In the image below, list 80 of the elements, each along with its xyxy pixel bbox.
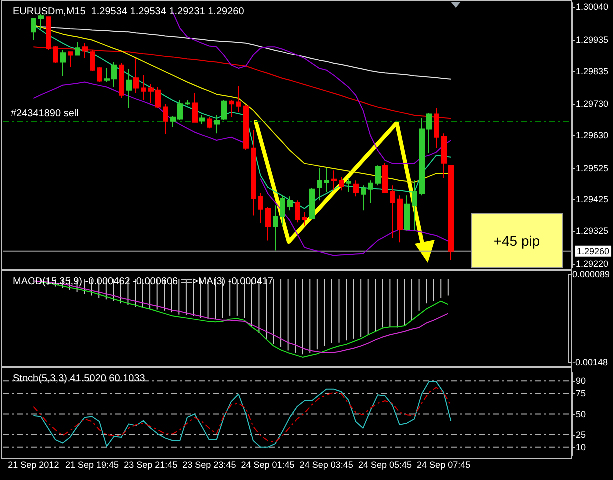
candlestick [199, 114, 205, 125]
x-tick-label: 24 Sep 07:45 [417, 460, 471, 470]
candlestick [126, 68, 132, 109]
x-tick-label: 24 Sep 01:45 [241, 460, 295, 470]
candlestick [221, 100, 227, 121]
candlestick [46, 16, 51, 51]
y-tick-label: 1.29630 [576, 130, 609, 140]
candlestick [331, 170, 337, 192]
candlestick [382, 162, 388, 194]
y-tick-label: 25 [576, 430, 586, 440]
candlestick [434, 108, 439, 149]
y-tick-label: 0.000089 [572, 270, 610, 280]
candlestick [302, 212, 307, 226]
candlestick [273, 205, 278, 252]
candlestick [317, 168, 322, 202]
y-tick-label: 10 [576, 442, 586, 452]
chart-title: EURUSDm,M15 1.29534 1.29534 1.29231 1.29260 [13, 6, 245, 18]
candlestick [404, 195, 410, 232]
candlestick [390, 185, 395, 240]
x-tick-label: 23 Sep 21:45 [124, 460, 178, 470]
y-tick-label: 1.29935 [576, 34, 609, 45]
candlestick [82, 42, 88, 59]
candlestick [207, 116, 212, 130]
candlestick [412, 180, 417, 232]
candlestick [53, 46, 58, 64]
y-tick-label: 1.29425 [576, 194, 609, 205]
candlestick [309, 188, 315, 220]
candlestick [31, 18, 36, 41]
y-tick-label: 1.29525 [576, 163, 609, 174]
y-tick-label: 1.29730 [576, 99, 609, 110]
candlestick [68, 52, 73, 68]
candlestick [375, 165, 381, 186]
y-tick-label: 75 [576, 388, 586, 399]
candlestick [251, 130, 256, 216]
line-series [33, 387, 452, 443]
candlestick [236, 86, 241, 113]
candlestick [361, 185, 366, 212]
y-tick-label: 50 [576, 409, 586, 420]
x-tick-label: 21 Sep 2012 [8, 460, 60, 470]
candlestick [90, 50, 95, 72]
candlestick [339, 176, 344, 192]
ref-line-label: 1.29260 [577, 246, 610, 256]
y-tick-label: 1.29835 [576, 66, 609, 76]
candlestick [243, 104, 249, 152]
candlestick [185, 100, 190, 106]
annotation: +45 pip [494, 232, 540, 248]
candlestick [353, 180, 359, 198]
candlestick [448, 165, 454, 261]
y-tick-label: 90 [576, 376, 586, 386]
candlestick [295, 200, 300, 224]
y-tick-label: 1.29325 [576, 226, 609, 236]
candlestick [280, 195, 285, 226]
y-tick-label: 1.30040 [576, 2, 609, 12]
candlestick [192, 92, 198, 123]
y-tick-label: -0.00148 [572, 358, 608, 368]
candlestick [324, 168, 329, 194]
ref-line-label: #24341890 sell [11, 108, 79, 120]
candlestick [133, 58, 139, 94]
y-tick-label: 1.29220 [576, 258, 609, 269]
candlestick [229, 100, 234, 118]
x-tick-label: 24 Sep 03:45 [300, 460, 354, 470]
candlestick [346, 178, 351, 194]
candlestick [60, 50, 66, 77]
candlestick [397, 195, 403, 244]
candlestick [214, 114, 220, 134]
x-tick-label: 23 Sep 23:45 [182, 460, 236, 470]
callout-box: +45 pip [471, 213, 563, 268]
candlestick [141, 74, 146, 101]
candlestick [287, 196, 293, 212]
x-tick-label: 21 Sep 19:45 [65, 460, 120, 470]
candlestick [265, 207, 271, 242]
candlestick [97, 66, 102, 83]
candlestick [163, 104, 168, 135]
x-tick-label: 24 Sep 05:45 [358, 460, 412, 470]
candlestick [441, 133, 447, 179]
candlestick [368, 180, 373, 204]
candlestick [75, 42, 80, 56]
candlestick [258, 192, 263, 224]
candlestick [119, 62, 124, 99]
chart-title: Stoch(5,3,3) 41.5020 60.1033 [13, 374, 146, 384]
